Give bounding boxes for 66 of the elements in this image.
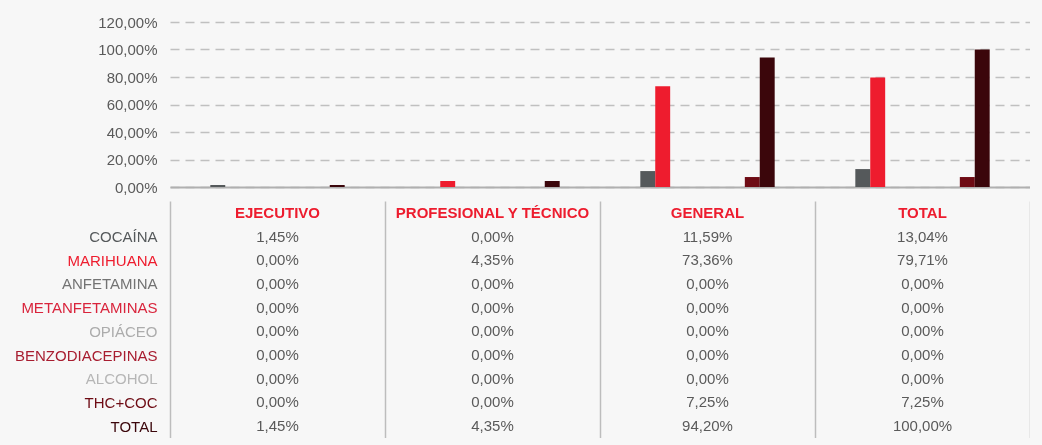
data-label: 79,71% bbox=[897, 251, 948, 269]
data-label: 0,00% bbox=[471, 274, 514, 292]
data-label: 13,04% bbox=[897, 227, 948, 245]
legend-label: OPIÁCEO bbox=[89, 322, 158, 340]
x-tick-label: PROFESIONAL Y TÉCNICO bbox=[395, 203, 590, 221]
bar bbox=[855, 169, 871, 187]
data-label: 0,00% bbox=[901, 274, 944, 292]
legend-label: METANFETAMINAS bbox=[21, 299, 158, 317]
data-label: 0,00% bbox=[471, 393, 514, 411]
legend-label: BENZODIACEPINAS bbox=[14, 346, 158, 364]
data-label: 1,45% bbox=[256, 417, 299, 435]
bar bbox=[440, 181, 456, 187]
x-tick-label: EJECUTIVO bbox=[234, 203, 321, 221]
legend-label: ANFETAMINA bbox=[61, 275, 158, 293]
y-tick-label: 40,00% bbox=[106, 123, 158, 141]
data-label: 100,00% bbox=[892, 417, 953, 435]
data-label: 94,20% bbox=[682, 417, 733, 435]
y-tick-label: 80,00% bbox=[106, 68, 158, 86]
bar bbox=[974, 49, 990, 187]
text: THC+COC bbox=[84, 393, 158, 411]
y-tick-label: 0,00% bbox=[114, 178, 158, 196]
data-label: 0,00% bbox=[686, 298, 729, 316]
legend-label: ALCOHOL bbox=[85, 370, 158, 388]
data-label: 0,00% bbox=[471, 322, 514, 340]
data-label: 11,59% bbox=[682, 227, 733, 245]
bar bbox=[870, 77, 886, 187]
bar bbox=[655, 86, 671, 187]
data-label: 0,00% bbox=[686, 346, 729, 364]
data-label: 0,00% bbox=[471, 227, 514, 245]
data-label: 7,25% bbox=[686, 393, 729, 411]
data-label: 0,00% bbox=[901, 369, 944, 387]
bar bbox=[544, 181, 560, 187]
data-label: 0,00% bbox=[256, 274, 299, 292]
bar bbox=[744, 177, 760, 187]
data-label: 0,00% bbox=[256, 346, 299, 364]
bar bbox=[959, 177, 975, 187]
text: TOTAL bbox=[110, 417, 158, 435]
data-label: 0,00% bbox=[686, 369, 729, 387]
x-tick-label: GENERAL bbox=[670, 203, 745, 221]
data-label: 0,00% bbox=[901, 346, 944, 364]
text: COCAÍNA bbox=[89, 228, 158, 246]
data-label: 0,00% bbox=[256, 298, 299, 316]
data-label: 0,00% bbox=[256, 251, 299, 269]
bar bbox=[640, 171, 656, 187]
data-label: 4,35% bbox=[471, 417, 514, 435]
data-label: 0,00% bbox=[901, 298, 944, 316]
data-label: 4,35% bbox=[471, 251, 514, 269]
y-tick-label: 20,00% bbox=[106, 151, 158, 168]
data-label: 0,00% bbox=[256, 393, 299, 411]
data-label: 0,00% bbox=[256, 322, 299, 340]
y-tick-label: 100,00% bbox=[98, 41, 158, 58]
data-label: 0,00% bbox=[471, 298, 514, 316]
y-tick-label: 120,00% bbox=[98, 13, 158, 31]
data-label: 0,00% bbox=[686, 322, 729, 340]
data-label: 0,00% bbox=[471, 346, 514, 364]
data-label: 0,00% bbox=[471, 369, 514, 387]
data-label: 0,00% bbox=[901, 322, 944, 340]
data-label: 0,00% bbox=[256, 369, 299, 387]
data-label: 0,00% bbox=[686, 274, 729, 292]
text: MARIHUANA bbox=[67, 251, 158, 269]
data-label: 73,36% bbox=[682, 251, 733, 269]
y-tick-label: 60,00% bbox=[106, 96, 158, 113]
data-label: 1,45% bbox=[256, 227, 299, 245]
data-label: 7,25% bbox=[901, 393, 944, 411]
bar bbox=[759, 57, 775, 187]
x-tick-label: TOTAL bbox=[898, 203, 947, 221]
